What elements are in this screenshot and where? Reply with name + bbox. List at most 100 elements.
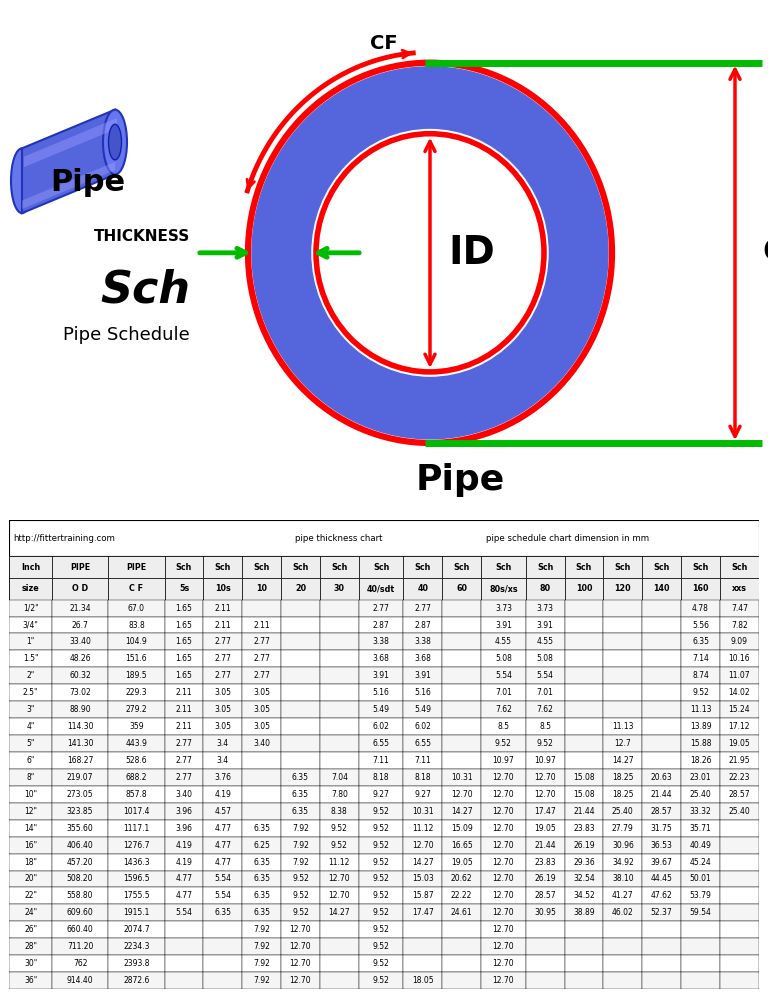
Bar xyxy=(242,803,281,820)
Text: 12.70: 12.70 xyxy=(492,942,515,951)
Bar xyxy=(564,888,604,905)
Text: 27.79: 27.79 xyxy=(612,824,634,833)
Bar xyxy=(720,557,759,579)
Bar xyxy=(52,633,108,650)
Text: 5.54: 5.54 xyxy=(175,909,193,917)
Text: 26": 26" xyxy=(24,925,37,934)
Bar xyxy=(526,921,564,938)
Bar xyxy=(720,955,759,972)
Text: Sch: Sch xyxy=(176,563,192,572)
Text: 5.16: 5.16 xyxy=(415,688,432,697)
Bar xyxy=(604,752,642,769)
Text: Inch: Inch xyxy=(21,563,40,572)
Bar xyxy=(320,820,359,837)
Bar xyxy=(604,921,642,938)
Bar xyxy=(564,633,604,650)
Bar xyxy=(403,803,442,820)
Bar xyxy=(164,616,204,633)
Bar xyxy=(481,599,526,616)
Bar xyxy=(642,769,681,786)
Bar xyxy=(642,837,681,854)
Bar xyxy=(526,557,564,579)
Bar xyxy=(108,888,164,905)
Bar xyxy=(526,633,564,650)
Text: 2.77: 2.77 xyxy=(176,756,193,765)
Text: 3/4": 3/4" xyxy=(22,620,38,629)
Text: 6.35: 6.35 xyxy=(253,892,270,901)
Bar xyxy=(204,701,242,718)
Text: 12.70: 12.70 xyxy=(492,976,515,985)
Text: 8.18: 8.18 xyxy=(415,773,431,782)
Bar xyxy=(642,736,681,752)
Text: 3.05: 3.05 xyxy=(253,722,270,732)
Text: 9.09: 9.09 xyxy=(731,637,748,646)
Text: 2.11: 2.11 xyxy=(176,688,192,697)
Bar xyxy=(164,633,204,650)
Bar xyxy=(403,616,442,633)
Text: 28.57: 28.57 xyxy=(650,807,673,816)
Bar xyxy=(359,938,403,955)
Bar xyxy=(281,769,320,786)
Bar xyxy=(642,752,681,769)
Bar xyxy=(108,557,164,579)
Text: 13.89: 13.89 xyxy=(690,722,711,732)
Text: Sch: Sch xyxy=(654,563,670,572)
Bar xyxy=(642,616,681,633)
Text: 28": 28" xyxy=(24,942,37,951)
Text: 12.70: 12.70 xyxy=(290,925,311,934)
Text: 2.11: 2.11 xyxy=(214,620,231,629)
Text: 24.61: 24.61 xyxy=(451,909,472,917)
Text: 6.35: 6.35 xyxy=(253,858,270,867)
Bar xyxy=(9,837,52,854)
Bar xyxy=(403,769,442,786)
Bar xyxy=(481,736,526,752)
Bar xyxy=(359,701,403,718)
Bar xyxy=(204,854,242,871)
Bar xyxy=(242,837,281,854)
Text: 14.27: 14.27 xyxy=(612,756,634,765)
Text: 44.45: 44.45 xyxy=(650,875,673,884)
Text: 7.92: 7.92 xyxy=(253,959,270,968)
Text: 3.05: 3.05 xyxy=(214,722,231,732)
Bar xyxy=(403,650,442,667)
Text: 19.05: 19.05 xyxy=(451,858,472,867)
Bar xyxy=(604,633,642,650)
Bar xyxy=(564,701,604,718)
Bar xyxy=(359,736,403,752)
Bar xyxy=(242,684,281,701)
Bar xyxy=(9,667,52,684)
Text: Sch: Sch xyxy=(453,563,470,572)
Bar xyxy=(442,955,481,972)
Text: 7.01: 7.01 xyxy=(537,688,554,697)
Text: 168.27: 168.27 xyxy=(67,756,93,765)
Text: 9.52: 9.52 xyxy=(372,942,389,951)
Bar xyxy=(720,921,759,938)
Text: Sch: Sch xyxy=(373,563,389,572)
Bar xyxy=(403,871,442,888)
Bar xyxy=(320,599,359,616)
Bar xyxy=(442,736,481,752)
Text: 80: 80 xyxy=(540,584,551,593)
Text: 48.26: 48.26 xyxy=(69,654,91,663)
Bar xyxy=(720,633,759,650)
Text: 9.52: 9.52 xyxy=(292,909,309,917)
Bar xyxy=(442,633,481,650)
Bar xyxy=(108,718,164,736)
Text: 2.5": 2.5" xyxy=(23,688,38,697)
Text: 11.13: 11.13 xyxy=(612,722,634,732)
Text: 2074.7: 2074.7 xyxy=(123,925,150,934)
Bar xyxy=(359,955,403,972)
Text: 660.40: 660.40 xyxy=(67,925,94,934)
Text: 273.05: 273.05 xyxy=(67,790,94,799)
Bar xyxy=(481,650,526,667)
Bar xyxy=(359,718,403,736)
Bar xyxy=(52,557,108,579)
Bar xyxy=(526,786,564,803)
Bar xyxy=(642,650,681,667)
Bar xyxy=(681,599,720,616)
Bar xyxy=(359,888,403,905)
Text: 10.31: 10.31 xyxy=(412,807,434,816)
Bar xyxy=(281,820,320,837)
Bar xyxy=(52,837,108,854)
Bar xyxy=(9,972,52,989)
